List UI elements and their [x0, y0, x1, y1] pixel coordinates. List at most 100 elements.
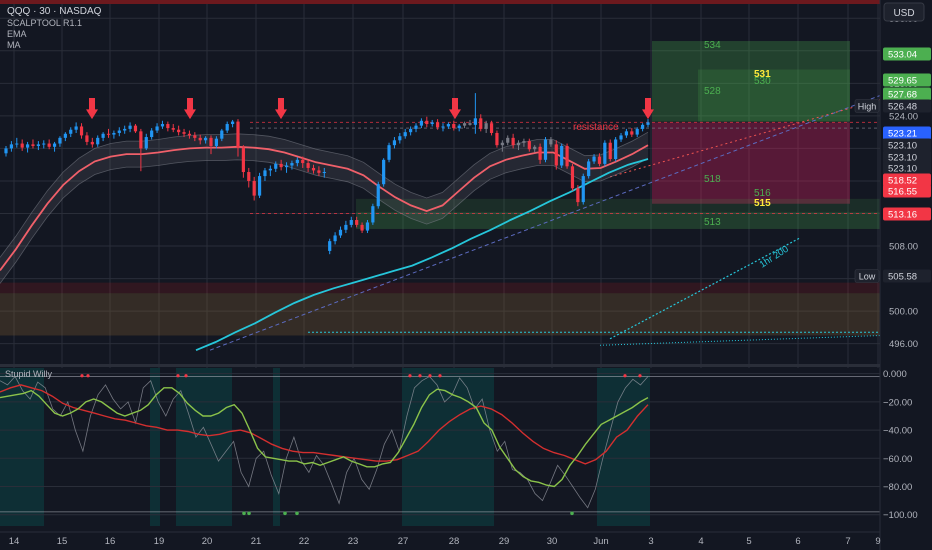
price-tag-value[interactable]: 529.65 — [888, 76, 917, 87]
candle-body[interactable] — [290, 163, 294, 166]
candle-body[interactable] — [522, 141, 526, 143]
candle-body[interactable] — [619, 135, 623, 140]
candle-body[interactable] — [20, 143, 24, 148]
candle-body[interactable] — [435, 122, 440, 128]
currency-button-box[interactable] — [883, 2, 925, 22]
candle-body[interactable] — [279, 163, 283, 168]
candle-body[interactable] — [484, 123, 488, 129]
candle-body[interactable] — [533, 146, 537, 150]
candle-body[interactable] — [63, 133, 67, 138]
oscillator-title[interactable]: Stupid Willy — [5, 369, 53, 379]
candle-body[interactable] — [338, 229, 343, 236]
candle-body[interactable] — [328, 241, 332, 251]
price-axis[interactable]: 496.00500.00504.00508.00512.00516.00520.… — [854, 0, 932, 550]
candle-body[interactable] — [322, 172, 326, 174]
candle-body[interactable] — [268, 168, 272, 171]
x-tick-label[interactable]: 29 — [499, 536, 510, 547]
price-tag-value[interactable]: 523.10 — [888, 164, 917, 175]
candle-body[interactable] — [398, 136, 402, 141]
oscillator-tick-label[interactable]: −20.00 — [883, 397, 912, 408]
candle-body[interactable] — [446, 124, 450, 127]
price-tag-box[interactable] — [883, 184, 931, 198]
candle-body[interactable] — [635, 128, 639, 135]
candle-body[interactable] — [220, 130, 224, 139]
candle-body[interactable] — [624, 131, 629, 136]
candle-body[interactable] — [52, 143, 57, 147]
candle-body[interactable] — [101, 133, 105, 138]
candle-body[interactable] — [576, 188, 580, 203]
price-tag-box[interactable] — [883, 138, 931, 152]
candle-body[interactable] — [257, 176, 262, 196]
oscillator-tick-label[interactable]: −40.00 — [883, 426, 912, 437]
candle-body[interactable] — [90, 141, 94, 145]
candle-body[interactable] — [236, 121, 240, 148]
x-tick-label[interactable]: 7 — [845, 536, 850, 547]
candle-body[interactable] — [166, 124, 170, 129]
price-tick-label[interactable]: 524.00 — [889, 111, 918, 122]
price-tag-box[interactable] — [883, 161, 931, 175]
candle-body[interactable] — [252, 180, 256, 196]
candle-body[interactable] — [123, 128, 127, 131]
x-tick-label[interactable]: 22 — [299, 536, 310, 547]
candle-body[interactable] — [311, 167, 316, 171]
candle-body[interactable] — [538, 146, 542, 160]
currency-label[interactable]: USD — [893, 8, 914, 19]
x-tick-label[interactable]: 15 — [57, 536, 68, 547]
x-tick-label[interactable]: 4 — [698, 536, 703, 547]
candle-body[interactable] — [241, 147, 245, 173]
candle-body[interactable] — [630, 131, 634, 135]
candle-body[interactable] — [592, 156, 596, 162]
candle-body[interactable] — [344, 224, 348, 230]
candle-body[interactable] — [9, 144, 13, 149]
candle-body[interactable] — [608, 142, 612, 160]
candle-body[interactable] — [182, 132, 186, 134]
candle-body[interactable] — [457, 125, 461, 129]
price-tick-label[interactable]: 508.00 — [889, 242, 918, 253]
price-tag-value[interactable]: 523.21 — [888, 129, 917, 140]
candle-body[interactable] — [549, 139, 553, 145]
candle-body[interactable] — [193, 135, 197, 138]
candle-body[interactable] — [36, 144, 40, 146]
candle-body[interactable] — [462, 123, 467, 126]
price-tag-box[interactable] — [883, 47, 931, 61]
candle-body[interactable] — [4, 148, 8, 154]
x-tick-label[interactable]: 20 — [202, 536, 213, 547]
candle-body[interactable] — [214, 138, 219, 146]
x-tick-label[interactable]: 27 — [398, 536, 409, 547]
oscillator-tick-label[interactable]: −100.00 — [883, 510, 918, 521]
candle-body[interactable] — [301, 159, 305, 164]
candle-body[interactable] — [554, 144, 558, 166]
x-tick-label[interactable]: 3 — [648, 536, 653, 547]
candle-body[interactable] — [570, 166, 575, 189]
candle-body[interactable] — [333, 235, 337, 242]
candle-body[interactable] — [581, 176, 585, 203]
price-tag-box[interactable] — [883, 99, 931, 113]
candle-body[interactable] — [560, 145, 564, 166]
candle-body[interactable] — [495, 132, 499, 146]
x-tick-label[interactable]: 5 — [746, 536, 751, 547]
candle-body[interactable] — [489, 123, 494, 133]
price-tag-box[interactable] — [883, 150, 931, 164]
price-tag-box[interactable] — [883, 126, 931, 140]
price-tag-value[interactable]: 513.16 — [888, 210, 917, 221]
price-tick-label[interactable]: 496.00 — [889, 339, 918, 350]
price-tag-value[interactable]: 527.68 — [888, 90, 917, 101]
candle-body[interactable] — [295, 159, 299, 164]
candle-body[interactable] — [79, 126, 84, 136]
candle-body[interactable] — [274, 163, 278, 169]
candle-body[interactable] — [355, 220, 359, 225]
candle-body[interactable] — [392, 140, 397, 146]
candle-body[interactable] — [284, 165, 289, 168]
candle-body[interactable] — [128, 125, 132, 129]
candle-body[interactable] — [96, 137, 100, 145]
candle-body[interactable] — [587, 161, 591, 177]
candle-body[interactable] — [500, 142, 504, 146]
candle-body[interactable] — [409, 128, 413, 133]
candle-body[interactable] — [31, 144, 35, 146]
price-tag-value[interactable]: 518.52 — [888, 176, 917, 187]
price-tag-box[interactable] — [883, 73, 931, 87]
candle-body[interactable] — [15, 143, 19, 145]
candle-body[interactable] — [69, 129, 73, 134]
x-tick-label[interactable]: 16 — [105, 536, 116, 547]
x-tick-label[interactable]: Jun — [593, 536, 608, 547]
